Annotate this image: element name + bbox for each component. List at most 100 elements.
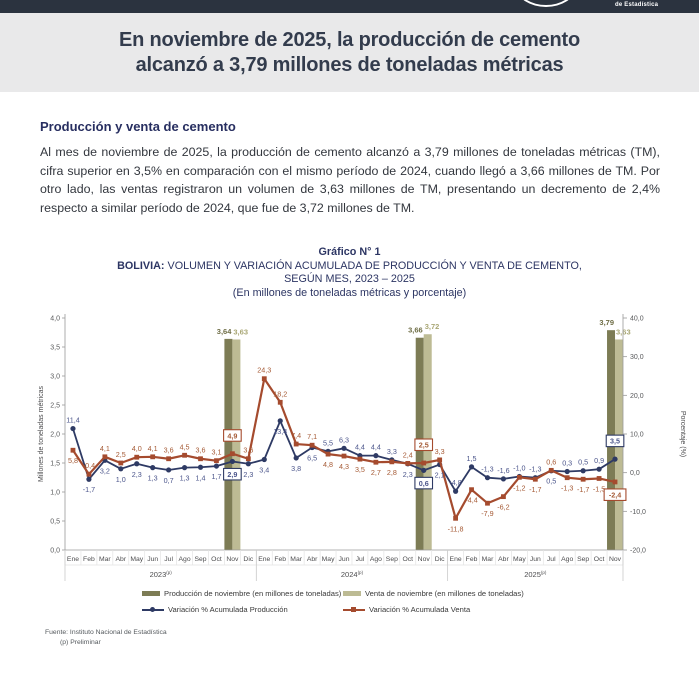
legend-item-production-bar: Producción de noviembre (en millones de … [142, 589, 341, 598]
production-bar-swatch-icon [142, 591, 160, 596]
svg-text:0,5: 0,5 [578, 458, 588, 467]
svg-text:Mar: Mar [482, 556, 494, 563]
x-axis-labels: Ene Feb Mar Abr May Jun Jul Ago Sep Oct Nov Dic2023… [64, 550, 624, 581]
svg-text:2,3: 2,3 [243, 470, 253, 479]
svg-text:6,5: 6,5 [307, 454, 317, 463]
svg-text:3,2: 3,2 [100, 466, 110, 475]
svg-text:1,4: 1,4 [196, 473, 206, 482]
svg-text:Ago: Ago [370, 556, 382, 563]
sales-bar-swatch-icon [343, 591, 361, 596]
legend-label: Venta de noviembre (en millones de tonel… [365, 589, 524, 598]
page-title-line1: En noviembre de 2025, la producción de c… [119, 28, 580, 51]
svg-text:0,9: 0,9 [594, 456, 604, 465]
svg-text:May: May [130, 556, 143, 563]
svg-text:-1,5: -1,5 [593, 484, 605, 493]
svg-text:Jun: Jun [530, 556, 541, 563]
svg-text:0,6: 0,6 [546, 457, 556, 466]
svg-text:Millones de toneladas métricas: Millones de toneladas métricas [38, 385, 45, 482]
series-sales [70, 376, 618, 521]
svg-text:1,5: 1,5 [467, 454, 477, 463]
svg-text:1,5: 1,5 [50, 461, 60, 468]
svg-text:1,3: 1,3 [180, 474, 190, 483]
svg-text:1,3: 1,3 [148, 474, 158, 483]
svg-text:-2,4: -2,4 [609, 491, 621, 500]
chart-legend: Producción de noviembre (en millones de … [35, 589, 695, 623]
ine-logo-icon [517, 0, 575, 7]
svg-text:-7,9: -7,9 [481, 509, 493, 518]
svg-text:Feb: Feb [466, 556, 478, 563]
chart-units: (En millones de toneladas métricas y por… [232, 286, 467, 299]
svg-text:Ago: Ago [179, 556, 191, 563]
svg-text:Nov: Nov [418, 556, 431, 563]
svg-text:4,5: 4,5 [180, 442, 190, 451]
svg-text:May: May [322, 556, 335, 563]
svg-text:40,0: 40,0 [630, 316, 644, 323]
svg-text:3,6: 3,6 [164, 446, 174, 455]
cement-chart: 3,643,63 3,663,72 3,79 3,6 30,0 0,5 1,0 1,5 2,0 2… [35, 303, 695, 588]
svg-text:Sep: Sep [577, 556, 589, 563]
svg-text:Nov: Nov [609, 556, 622, 563]
svg-text:3,72: 3,72 [425, 322, 440, 331]
svg-text:3,5: 3,5 [610, 437, 620, 446]
svg-text:Jul: Jul [164, 556, 173, 563]
body-paragraph: Al mes de noviembre de 2025, la producci… [40, 145, 660, 215]
svg-text:-1,7: -1,7 [529, 485, 541, 494]
svg-text:3,5: 3,5 [50, 345, 60, 352]
chart-title: BOLIVIA: VOLUMEN Y VARIACIÓN ACUMULADA D… [117, 259, 582, 272]
svg-text:Mar: Mar [290, 556, 302, 563]
svg-text:-1,3: -1,3 [481, 465, 493, 474]
svg-text:0,6: 0,6 [419, 479, 429, 488]
title-banner: En noviembre de 2025, la producción de c… [0, 13, 699, 92]
svg-text:-0,4: -0,4 [83, 461, 95, 470]
svg-text:4,8: 4,8 [323, 460, 333, 469]
svg-text:-4,4: -4,4 [465, 496, 477, 505]
svg-text:24,3: 24,3 [257, 366, 271, 375]
chart-footer: Fuente: Instituto Nacional de Estadístic… [45, 628, 167, 647]
preliminary-note: (p) Preliminar [60, 638, 101, 646]
svg-text:Jun: Jun [339, 556, 350, 563]
svg-text:0,0: 0,0 [630, 470, 640, 477]
svg-text:7,1: 7,1 [307, 432, 317, 441]
svg-text:Abr: Abr [307, 556, 318, 563]
chart-number: Gráfico N° 1 [318, 246, 381, 258]
legend-label: Variación % Acumulada Venta [369, 605, 471, 614]
svg-text:Sep: Sep [386, 556, 398, 563]
svg-text:Abr: Abr [498, 556, 509, 563]
svg-text:Ene: Ene [450, 556, 462, 563]
svg-text:3,64: 3,64 [217, 327, 232, 336]
svg-text:2,0: 2,0 [50, 432, 60, 439]
svg-text:2,5: 2,5 [419, 441, 429, 450]
svg-text:0,5: 0,5 [546, 477, 556, 486]
svg-text:Ene: Ene [67, 556, 79, 563]
svg-text:2,5: 2,5 [116, 450, 126, 459]
svg-text:1,0: 1,0 [50, 490, 60, 497]
svg-text:5,8: 5,8 [68, 456, 78, 465]
sales-line-swatch-icon [343, 606, 365, 613]
svg-text:6,3: 6,3 [339, 435, 349, 444]
svg-text:2,9: 2,9 [227, 470, 237, 479]
data-labels: 11,4 -1,7 3,2 1,0 2,3 1,3 0,7 1,3 1,4 1,7 2,9 2,3 3,… [66, 366, 627, 533]
svg-text:-11,8: -11,8 [448, 524, 464, 533]
svg-text:2,5: 2,5 [50, 403, 60, 410]
svg-text:1,0: 1,0 [116, 475, 126, 484]
svg-text:Abr: Abr [116, 556, 127, 563]
cement-chart-svg: 3,643,63 3,663,72 3,79 3,6 30,0 0,5 1,0 1,5 2,0 2… [38, 314, 686, 581]
svg-text:2,7: 2,7 [371, 468, 381, 477]
svg-text:3,3: 3,3 [387, 447, 397, 456]
axes: 0,0 0,5 1,0 1,5 2,0 2,5 3,0 3,5 4,0 -20,0 -10,0 0,0… [38, 314, 686, 555]
svg-text:Dic: Dic [243, 556, 253, 563]
chart-header: Gráfico N° 1 BOLIVIA: VOLUMEN Y VARIACIÓ… [0, 246, 699, 300]
legend-item-production-line: Variación % Acumulada Producción [142, 605, 288, 614]
svg-text:18,2: 18,2 [273, 389, 287, 398]
svg-text:2,3: 2,3 [403, 470, 413, 479]
svg-text:May: May [513, 556, 526, 563]
svg-text:Porcentaje (%): Porcentaje (%) [679, 411, 686, 457]
svg-text:13,4: 13,4 [273, 427, 287, 436]
svg-text:4,0: 4,0 [132, 444, 142, 453]
page-title-line2: alcanzó a 3,79 millones de toneladas mét… [135, 53, 564, 76]
svg-text:2023(p): 2023(p) [150, 570, 173, 579]
svg-text:30,0: 30,0 [630, 354, 644, 361]
svg-text:4,3: 4,3 [339, 462, 349, 471]
svg-text:3,1: 3,1 [211, 448, 221, 457]
